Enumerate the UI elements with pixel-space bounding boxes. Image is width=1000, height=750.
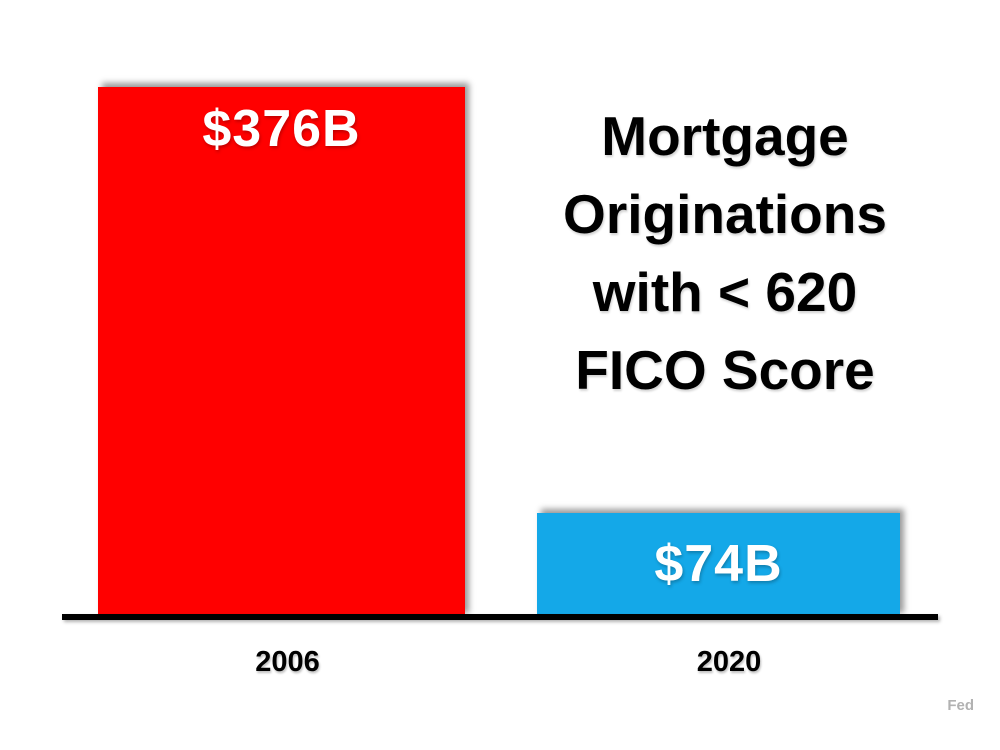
chart-title: Mortgage Originations with < 620 FICO Sc… — [495, 97, 955, 409]
x-axis-label-2006: 2006 — [255, 646, 320, 678]
x-axis-line — [62, 614, 938, 620]
bar-2006: $376B — [98, 87, 465, 617]
bar-2020: $74B — [537, 513, 900, 617]
x-axis-label-2020: 2020 — [696, 646, 762, 678]
chart-title-line-2: Originations — [563, 183, 887, 245]
bar-value-label-2020: $74B — [654, 535, 783, 594]
chart-title-line-3: with < 620 — [592, 261, 858, 323]
chart-title-line-4: FICO Score — [575, 339, 875, 401]
bar-value-label-2006: $376B — [202, 100, 361, 158]
source-credit: Fed — [947, 697, 974, 714]
chart-title-line-1: Mortgage — [601, 105, 849, 167]
